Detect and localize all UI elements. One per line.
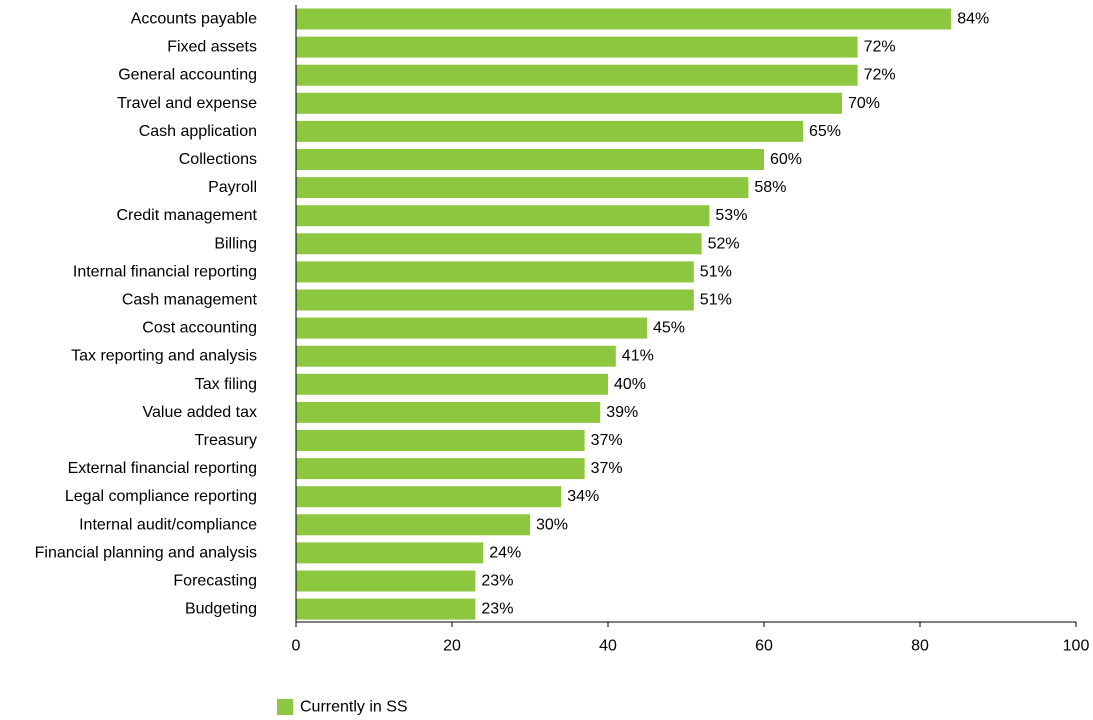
value-label: 24% xyxy=(489,544,521,561)
x-tick-label: 100 xyxy=(1063,638,1090,655)
category-label: Cash application xyxy=(139,123,257,140)
category-label: Cash management xyxy=(122,292,258,309)
x-tick-label: 60 xyxy=(755,638,773,655)
bar xyxy=(296,430,585,451)
value-label: 51% xyxy=(700,263,732,280)
category-label: Budgeting xyxy=(185,601,257,618)
bar xyxy=(296,233,702,255)
category-label: Travel and expense xyxy=(117,95,257,112)
bar xyxy=(296,8,952,30)
category-label: Tax filing xyxy=(195,376,257,393)
category-label: Value added tax xyxy=(143,404,257,421)
value-label: 70% xyxy=(848,95,880,112)
bar xyxy=(296,570,476,592)
value-label: 45% xyxy=(653,320,685,337)
bar xyxy=(296,120,803,142)
x-tick-label: 40 xyxy=(599,638,617,655)
x-tick-label: 80 xyxy=(911,638,929,655)
bar xyxy=(296,261,694,283)
category-label: Forecasting xyxy=(173,573,257,590)
category-label: Internal financial reporting xyxy=(73,263,257,280)
bar xyxy=(296,345,616,367)
bars-group xyxy=(296,8,952,620)
category-label: External financial reporting xyxy=(68,460,257,477)
value-label: 23% xyxy=(481,601,513,618)
bar xyxy=(296,317,647,339)
category-labels-group: Accounts payable Fixed assets General acco… xyxy=(35,11,258,618)
bar xyxy=(296,92,842,114)
category-label: Cost accounting xyxy=(142,320,257,337)
x-ticks-group: 0 20 40 60 80 100 xyxy=(292,622,1090,655)
category-label: Treasury xyxy=(194,432,257,449)
value-label: 51% xyxy=(700,292,732,309)
value-label: 37% xyxy=(591,432,623,449)
x-tick-label: 0 xyxy=(292,638,301,655)
category-label: Tax reporting and analysis xyxy=(71,348,257,365)
bar xyxy=(296,36,858,58)
bar xyxy=(296,373,608,395)
category-label: Payroll xyxy=(208,179,257,196)
value-label: 40% xyxy=(614,376,646,393)
value-labels-group: 84% 72% 72% 70% 65% 60% 58% 53% 52% 51% 51% 45% 41% 4… xyxy=(481,11,989,618)
category-label: Accounts payable xyxy=(131,11,257,28)
bar xyxy=(296,486,562,508)
category-label: Financial planning and analysis xyxy=(35,544,257,561)
bar xyxy=(296,289,694,311)
value-label: 84% xyxy=(957,11,989,28)
category-label: Legal compliance reporting xyxy=(65,488,257,505)
category-label: Collections xyxy=(179,151,257,168)
value-label: 41% xyxy=(622,348,654,365)
value-label: 72% xyxy=(864,67,896,84)
legend-label: Currently in SS xyxy=(300,699,408,716)
category-label: Billing xyxy=(214,235,257,252)
bar xyxy=(296,64,858,86)
bar xyxy=(296,458,585,480)
value-label: 65% xyxy=(809,123,841,140)
value-label: 52% xyxy=(708,235,740,252)
category-label: General accounting xyxy=(118,67,257,84)
category-label: Internal audit/compliance xyxy=(79,516,257,533)
value-label: 30% xyxy=(536,516,568,533)
legend-swatch xyxy=(277,699,293,715)
value-label: 23% xyxy=(481,573,513,590)
value-label: 53% xyxy=(715,207,747,224)
bar xyxy=(296,177,749,199)
x-tick-label: 20 xyxy=(443,638,461,655)
bar xyxy=(296,205,710,227)
bar xyxy=(296,401,601,423)
value-label: 60% xyxy=(770,151,802,168)
value-label: 34% xyxy=(567,488,599,505)
value-label: 37% xyxy=(591,460,623,477)
bar xyxy=(296,598,476,620)
category-label: Credit management xyxy=(116,207,257,224)
legend: Currently in SS xyxy=(277,699,408,716)
category-label: Fixed assets xyxy=(167,39,257,56)
value-label: 72% xyxy=(864,39,896,56)
value-label: 58% xyxy=(754,179,786,196)
bar xyxy=(296,514,530,536)
bar xyxy=(296,149,764,170)
value-label: 39% xyxy=(606,404,638,421)
bar xyxy=(296,542,484,564)
